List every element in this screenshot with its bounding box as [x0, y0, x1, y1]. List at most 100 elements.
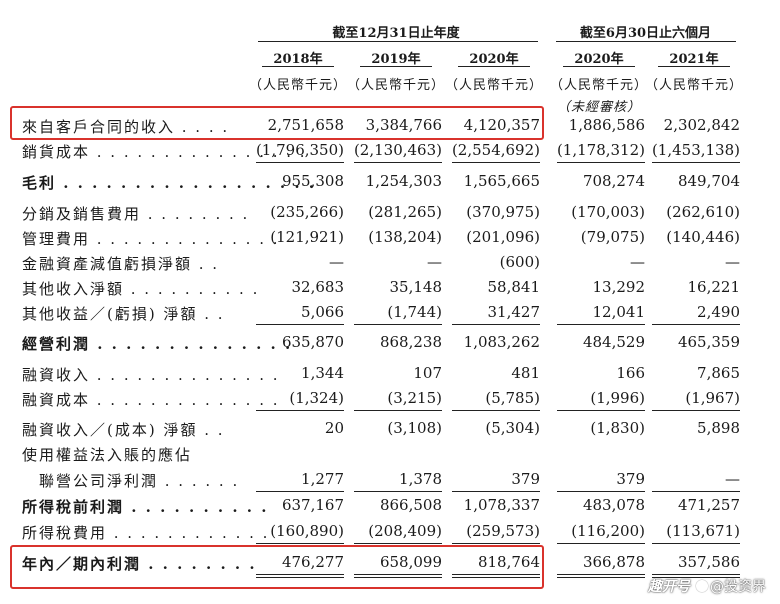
row-value: (116,200) [571, 522, 645, 540]
row-label: 銷貨成本 . . . . . . . . . . . . . . . . [22, 143, 307, 161]
row-value: 31,427 [487, 303, 541, 321]
row-value: (235,266) [270, 203, 344, 221]
row-value: — [725, 253, 740, 271]
row-value: 2,302,842 [663, 116, 740, 134]
row-value: 7,865 [697, 364, 740, 382]
row-value: — [630, 253, 645, 271]
header-group-halfyear: 截至6月30日止六個月 [579, 26, 712, 41]
watermark-right: @投资界 [710, 579, 766, 595]
row-value: 5,898 [697, 419, 740, 437]
row-value: (121,921) [270, 228, 344, 246]
row-value: (5,785) [485, 389, 540, 407]
year-header-2020-h1: 2020年 [574, 52, 624, 67]
row-value: 16,221 [687, 278, 741, 296]
total-double-rule [452, 577, 540, 578]
row-value: (2,130,463) [353, 141, 442, 159]
unit-label-2021-h1: （人民幣千元） [644, 78, 743, 93]
row-label: 來自客戶合同的收入 . . . . [22, 118, 230, 136]
subtotal-rule [652, 324, 740, 325]
subtotal-rule [557, 543, 645, 544]
row-value: 1,254,303 [365, 172, 442, 190]
subtotal-rule [452, 324, 540, 325]
row-value: 481 [511, 364, 540, 382]
row-label: 聯營公司淨利潤 . . . . . . [22, 472, 240, 490]
row-value: 166 [616, 364, 645, 382]
row-value: 635,870 [281, 333, 344, 351]
row-value: 483,078 [582, 496, 645, 514]
row-value: (1,996) [590, 389, 645, 407]
row-label: 融資收入 . . . . . . . . . . . . . . [22, 366, 280, 384]
row-value: 3,384,766 [365, 116, 442, 134]
row-value: 1,083,262 [463, 333, 540, 351]
row-value: (138,204) [368, 228, 442, 246]
subtotal-rule [452, 543, 540, 544]
row-value: 471,257 [677, 496, 740, 514]
row-value: 2,490 [697, 303, 740, 321]
total-double-rule [452, 574, 540, 575]
row-value: 818,764 [477, 553, 540, 571]
row-value: 484,529 [582, 333, 645, 351]
subtotal-rule [354, 324, 442, 325]
year-underline-2018 [262, 66, 334, 67]
row-label: 毛利 . . . . . . . . . . . . . . . . . . [22, 174, 316, 192]
total-double-rule [256, 577, 344, 578]
subtotal-rule [256, 543, 344, 544]
row-value: 379 [511, 470, 540, 488]
unit-label-2020-h1: （人民幣千元） [549, 78, 648, 93]
row-label: 金融資產減值虧損淨額 . . [22, 255, 220, 273]
row-value: 1,565,665 [463, 172, 540, 190]
year-underline-2019 [360, 66, 432, 67]
year-underline-2021-h1 [658, 66, 730, 67]
row-label: 所得稅費用 . . . . . . . . . . . . [22, 524, 270, 542]
watermark-left: 趣开号 [648, 579, 690, 595]
total-double-rule [652, 574, 740, 575]
row-value: (281,265) [368, 203, 442, 221]
row-value: 476,277 [281, 553, 344, 571]
row-value: (208,409) [368, 522, 442, 540]
total-double-rule [256, 574, 344, 575]
row-value: (1,830) [590, 419, 645, 437]
row-value: (262,610) [666, 203, 740, 221]
year-underline-2020-h1 [563, 66, 635, 67]
row-value: 1,344 [301, 364, 344, 382]
row-label: 融資收入／(成本) 淨額 . . [22, 421, 225, 439]
subtotal-rule [557, 162, 645, 163]
subtotal-rule [652, 491, 740, 492]
row-value: 2,751,658 [267, 116, 344, 134]
total-double-rule [354, 577, 442, 578]
subtotal-rule [557, 324, 645, 325]
row-value: (3,108) [387, 419, 442, 437]
watermark: 趣开号 @投资界 [648, 576, 766, 596]
subtotal-rule [354, 162, 442, 163]
row-value: (1,796,350) [255, 141, 344, 159]
row-value: (5,304) [485, 419, 540, 437]
header-group-fy: 截至12月31日止年度 [332, 26, 460, 41]
row-value: 708,274 [582, 172, 645, 190]
row-value: 868,238 [379, 333, 442, 351]
subtotal-rule [557, 410, 645, 411]
row-value: 379 [616, 470, 645, 488]
row-value: 13,292 [592, 278, 646, 296]
row-value: 658,099 [379, 553, 442, 571]
subtotal-rule [354, 543, 442, 544]
row-label: 管理費用 . . . . . . . . . . . . . . [22, 230, 280, 248]
subtotal-rule [354, 410, 442, 411]
row-label: 使用權益法入賬的應佔 [22, 446, 193, 464]
subtotal-rule [256, 410, 344, 411]
unaudited-label: （未經審核） [556, 100, 641, 115]
subtotal-rule [452, 410, 540, 411]
row-value: 1,078,337 [463, 496, 540, 514]
unit-label-2018: （人民幣千元） [248, 78, 347, 93]
row-value: 849,704 [677, 172, 740, 190]
subtotal-rule [452, 491, 540, 492]
total-double-rule [652, 577, 740, 578]
revenue-highlight-box [10, 106, 544, 140]
subtotal-rule [652, 162, 740, 163]
row-value: 465,359 [677, 333, 740, 351]
row-label: 分銷及銷售費用 . . . . . . . . [22, 205, 250, 223]
row-value: 35,148 [389, 278, 443, 296]
row-value: 20 [324, 419, 344, 437]
row-label: 年內／期內利潤 . . . . . . . . [22, 555, 257, 573]
row-value: 1,277 [301, 470, 344, 488]
row-value: (160,890) [270, 522, 344, 540]
